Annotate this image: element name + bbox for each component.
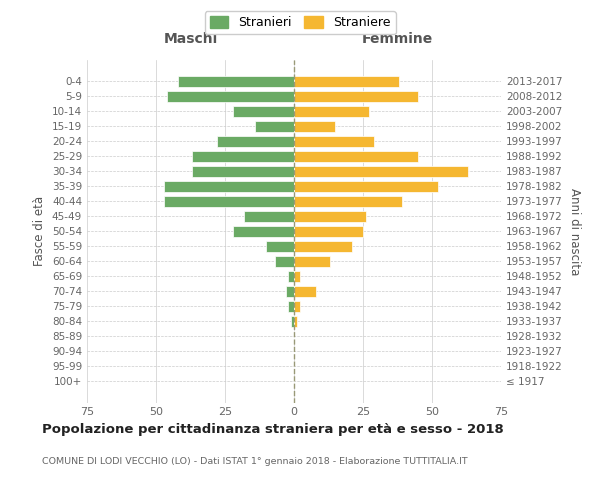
Y-axis label: Anni di nascita: Anni di nascita [568,188,581,275]
Bar [178,76,294,87]
Bar [256,120,294,132]
Bar [294,226,363,237]
Bar [294,196,401,207]
Bar [294,316,297,327]
Bar [294,106,368,117]
Bar [289,300,294,312]
Bar [192,150,294,162]
Bar [294,136,374,147]
Text: Femmine: Femmine [362,32,433,46]
Legend: Stranieri, Straniere: Stranieri, Straniere [205,11,395,34]
Bar [294,90,418,102]
Bar [233,106,294,117]
Text: Popolazione per cittadinanza straniera per età e sesso - 2018: Popolazione per cittadinanza straniera p… [42,422,504,436]
Bar [294,76,399,87]
Bar [294,270,299,282]
Bar [167,90,294,102]
Bar [192,166,294,177]
Bar [294,180,437,192]
Bar [294,286,316,297]
Bar [294,150,418,162]
Bar [291,316,294,327]
Bar [266,240,294,252]
Text: Maschi: Maschi [163,32,218,46]
Bar [286,286,294,297]
Bar [294,240,352,252]
Bar [164,180,294,192]
Bar [294,166,468,177]
Bar [275,256,294,267]
Y-axis label: Fasce di età: Fasce di età [34,196,46,266]
Bar [217,136,294,147]
Bar [294,210,366,222]
Bar [294,256,330,267]
Bar [294,300,299,312]
Bar [244,210,294,222]
Bar [164,196,294,207]
Bar [294,120,335,132]
Text: COMUNE DI LODI VECCHIO (LO) - Dati ISTAT 1° gennaio 2018 - Elaborazione TUTTITAL: COMUNE DI LODI VECCHIO (LO) - Dati ISTAT… [42,458,467,466]
Bar [233,226,294,237]
Bar [289,270,294,282]
